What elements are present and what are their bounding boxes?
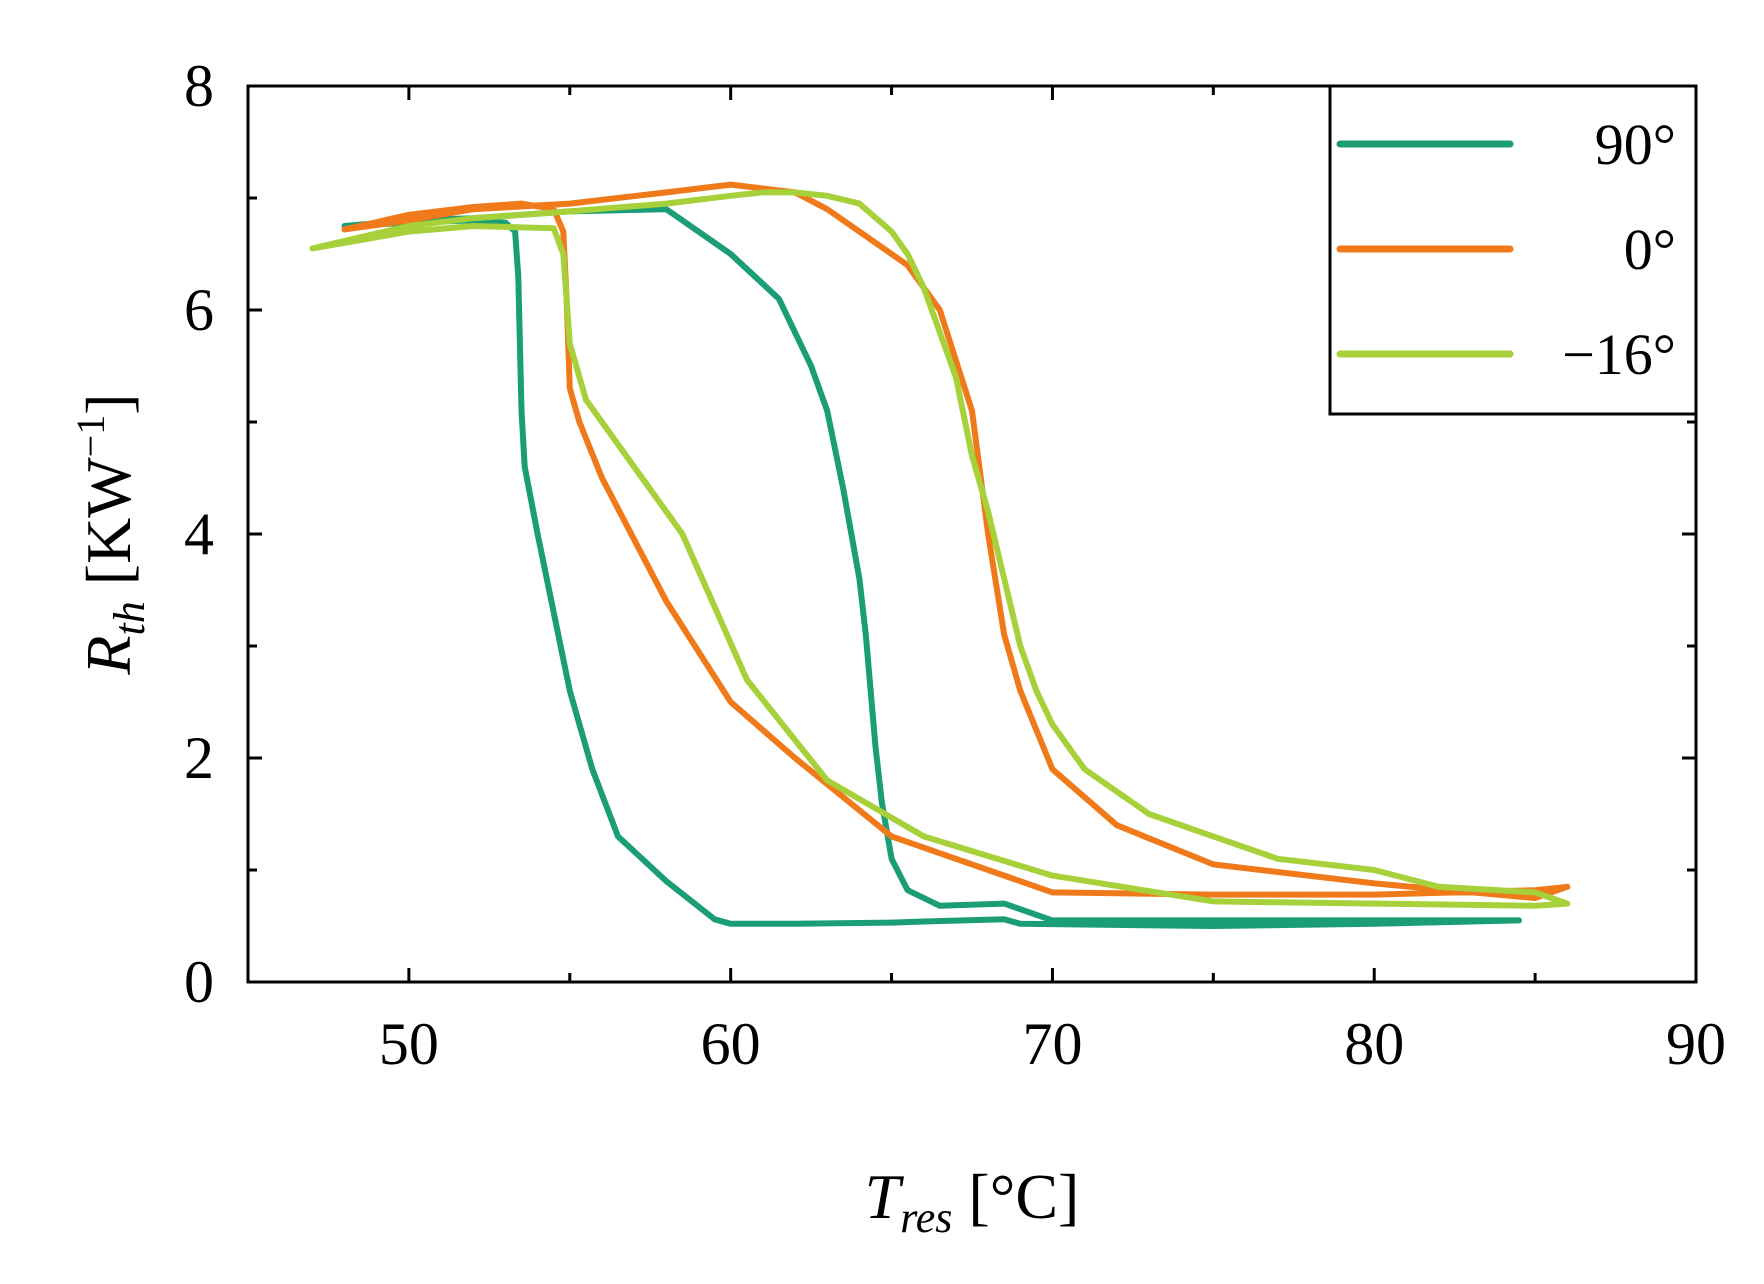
legend-label-0: 0° bbox=[1624, 217, 1676, 282]
y-tick-label: 0 bbox=[184, 949, 214, 1015]
series-layer bbox=[309, 181, 1571, 929]
x-axis-title-sub: res bbox=[900, 1193, 952, 1242]
y-tick-label: 4 bbox=[184, 501, 214, 567]
y-axis-title: Rth [KW−1] bbox=[68, 393, 154, 675]
y-tick-label: 6 bbox=[184, 277, 214, 343]
x-tick-label: 80 bbox=[1344, 1011, 1404, 1077]
y-axis-title-close: ] bbox=[73, 393, 144, 414]
x-tick-label: 60 bbox=[701, 1011, 761, 1077]
x-tick-label: 50 bbox=[379, 1011, 439, 1077]
ticks-layer: 50 60 70 80 90 0 2 4 6 8 bbox=[184, 53, 1726, 1077]
legend-label-90: 90° bbox=[1595, 112, 1676, 177]
x-axis-title-main: T bbox=[865, 1161, 905, 1232]
y-axis-title-sub: th bbox=[105, 601, 154, 635]
x-tick-label: 90 bbox=[1666, 1011, 1726, 1077]
legend: 90° 0° −16° bbox=[1328, 84, 1698, 416]
series-line-2 bbox=[309, 189, 1571, 909]
x-axis-title: Tres [°C] bbox=[865, 1161, 1080, 1242]
series-line-0 bbox=[341, 206, 1522, 929]
x-tick-label: 70 bbox=[1022, 1011, 1082, 1077]
y-axis-title-main: R bbox=[73, 635, 144, 675]
x-axis-title-unit: [°C] bbox=[952, 1161, 1079, 1232]
legend-label-minus16: −16° bbox=[1562, 322, 1676, 387]
y-tick-label: 8 bbox=[184, 53, 214, 119]
y-tick-label: 2 bbox=[184, 725, 214, 791]
y-axis-title-unit: [KW bbox=[73, 457, 144, 602]
y-axis-title-sup: −1 bbox=[68, 415, 113, 458]
